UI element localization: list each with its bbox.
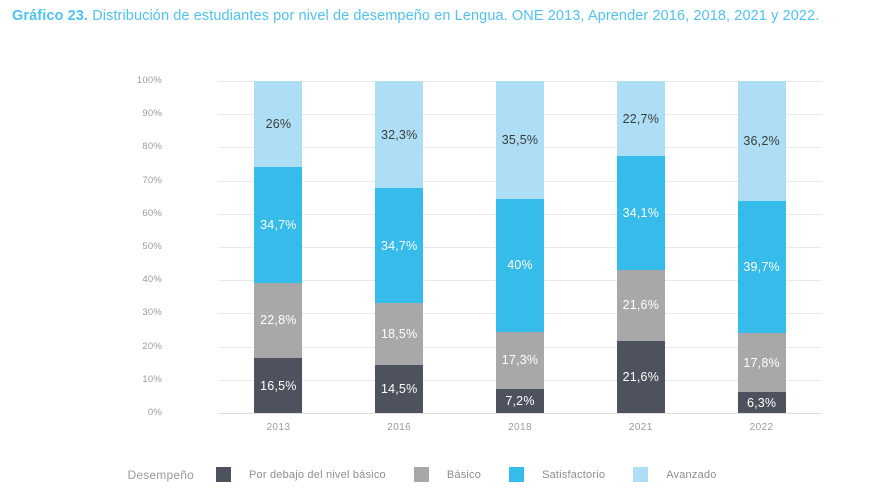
stacked-bar[interactable]: 35,5% 40% 17,3% 7,2% <box>496 81 544 413</box>
chart-legend: Desempeño Por debajo del nivel básico Bás… <box>0 467 872 482</box>
stacked-bar[interactable]: 32,3% 34,7% 18,5% 14,5% <box>375 81 424 413</box>
figure-caption-text: Distribución de estudiantes por nivel de… <box>88 8 820 24</box>
legend-label: Básico <box>446 468 482 481</box>
bar-segment[interactable]: 21,6% <box>616 269 665 342</box>
y-axis-tick-label: 20% <box>142 340 162 352</box>
bar-segment-value-label: 34,7% <box>380 238 418 253</box>
bar-segment-value-label: 22,8% <box>260 313 297 328</box>
legend-label: Por debajo del nivel básico <box>248 468 386 481</box>
y-axis-tick-label: 100% <box>136 75 162 86</box>
legend-swatch <box>633 467 649 482</box>
bar-segment[interactable]: 22,7% <box>616 81 665 157</box>
bar-segment[interactable]: 35,5% <box>496 81 544 199</box>
y-axis-tick-label: 40% <box>142 274 162 286</box>
bar-segment[interactable]: 6,3% <box>737 392 786 413</box>
bar-segment-value-label: 6,3% <box>746 395 777 410</box>
bar-segment-value-label: 22,7% <box>622 111 660 126</box>
bar-segment-value-label: 39,7% <box>743 260 780 275</box>
x-axis-tick-label: 2016 <box>387 422 412 433</box>
x-axis-tick-label: 2022 <box>749 422 774 433</box>
y-axis-tick-label: 60% <box>142 207 162 219</box>
bar-segment-value-label: 18,5% <box>380 327 418 342</box>
bar-segment[interactable]: 17,3% <box>496 331 544 390</box>
stacked-bar[interactable]: 36,2% 39,7% 17,8% 6,3% <box>737 81 786 413</box>
bar-segment[interactable]: 21,6% <box>616 341 665 413</box>
y-axis-tick-label: 50% <box>142 241 162 252</box>
bar-segment[interactable]: 7,2% <box>496 389 544 413</box>
bar-segment-value-label: 34,7% <box>260 217 297 232</box>
bar-segment-value-label: 32,3% <box>380 127 418 142</box>
bar-segment-value-label: 26% <box>265 117 292 132</box>
bar-segment-value-label: 40% <box>507 258 533 273</box>
bar-segment-value-label: 36,2% <box>743 134 780 149</box>
x-axis-tick-label: 2013 <box>266 422 291 433</box>
y-axis-tick-label: 80% <box>142 141 162 153</box>
x-axis-tick-label: 2018 <box>508 422 532 433</box>
bar-segment[interactable]: 16,5% <box>254 358 303 413</box>
bar-segment[interactable]: 40% <box>496 198 544 332</box>
x-axis-tick-label: 2021 <box>628 422 653 433</box>
bar-segment[interactable]: 39,7% <box>737 201 786 333</box>
legend-item[interactable]: Por debajo del nivel básico <box>215 467 414 482</box>
legend-label: Satisfactorio <box>542 468 606 481</box>
y-axis-tick-label: 10% <box>142 373 162 385</box>
bar-segment[interactable]: 22,8% <box>254 282 303 359</box>
legend-items: Por debajo del nivel básico Básico Satisfa… <box>215 467 745 482</box>
y-axis-tick-label: 30% <box>142 307 162 319</box>
bar-segment-value-label: 17,3% <box>501 353 539 368</box>
legend-item[interactable]: Básico <box>413 467 509 482</box>
legend-swatch <box>509 467 525 482</box>
bar-segment[interactable]: 34,7% <box>375 188 424 304</box>
bar-segment-value-label: 35,5% <box>501 132 539 147</box>
legend-item[interactable]: Satisfactorio <box>509 467 633 482</box>
bar-segment[interactable]: 14,5% <box>375 364 424 413</box>
legend-title: Desempeño <box>127 467 194 482</box>
bar-segment[interactable]: 18,5% <box>375 303 424 365</box>
bar-segment[interactable]: 17,8% <box>737 333 786 393</box>
bar-segment[interactable]: 34,1% <box>616 156 665 270</box>
legend-swatch <box>215 467 231 482</box>
plot-area: 100% 90% 80% 70% 60% 50% 40% 30% 20% 10% 0% 26% 34,… <box>137 75 822 433</box>
stacked-bar[interactable]: 26% 34,7% 22,8% 16,5% <box>254 81 303 413</box>
legend-item[interactable]: Avanzado <box>633 467 744 482</box>
y-axis-tick-label: 90% <box>142 108 162 120</box>
bar-segment-value-label: 7,2% <box>505 394 535 409</box>
bar-segment-value-label: 21,6% <box>622 370 660 385</box>
bar-segment[interactable]: 26% <box>254 81 303 168</box>
gridline <box>218 413 822 414</box>
figure-caption-number: Gráfico 23. <box>12 8 89 24</box>
bar-segment-value-label: 14,5% <box>380 381 418 396</box>
bar-segment-value-label: 21,6% <box>622 298 660 313</box>
figure-caption: Gráfico 23. Distribución de estudiantes … <box>12 6 864 27</box>
y-axis-tick-label: 70% <box>142 174 162 186</box>
y-axis-tick-label: 0% <box>147 407 162 418</box>
bar-segment-value-label: 34,1% <box>622 205 660 220</box>
legend-swatch <box>413 467 429 482</box>
bar-segment[interactable]: 36,2% <box>737 81 786 202</box>
bar-segment-value-label: 17,8% <box>743 355 780 370</box>
stacked-bar[interactable]: 22,7% 34,1% 21,6% 21,6% <box>616 81 665 413</box>
bar-segment-value-label: 16,5% <box>260 378 297 393</box>
legend-label: Avanzado <box>666 468 717 481</box>
bar-segment[interactable]: 32,3% <box>375 81 424 189</box>
bar-segment[interactable]: 34,7% <box>254 167 303 283</box>
